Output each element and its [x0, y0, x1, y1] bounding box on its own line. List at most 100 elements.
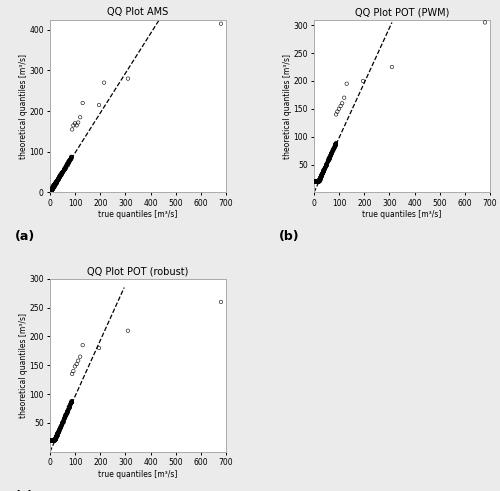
Point — [48, 186, 56, 194]
Point — [312, 177, 320, 185]
Point — [328, 148, 336, 156]
Point — [47, 187, 55, 194]
Point — [312, 177, 320, 185]
Point — [311, 177, 319, 185]
Point — [48, 436, 56, 444]
Point — [48, 436, 56, 444]
Point — [48, 185, 56, 192]
Point — [54, 176, 62, 184]
Point — [64, 160, 72, 168]
Point — [49, 436, 57, 444]
Point — [58, 171, 66, 179]
Point — [47, 187, 55, 194]
Point — [311, 177, 319, 185]
Point — [47, 436, 55, 444]
Point — [312, 177, 320, 185]
Point — [314, 177, 322, 185]
Point — [48, 436, 56, 444]
Point — [318, 170, 326, 178]
Point — [71, 362, 79, 370]
Point — [54, 174, 62, 182]
Point — [312, 177, 320, 185]
Point — [48, 186, 56, 193]
Point — [326, 152, 334, 160]
Point — [47, 436, 55, 444]
Point — [48, 436, 56, 444]
Point — [52, 180, 60, 188]
Point — [124, 327, 132, 335]
Point — [52, 179, 60, 187]
Point — [311, 177, 319, 185]
Point — [50, 183, 58, 191]
Point — [312, 177, 320, 185]
Point — [313, 177, 321, 185]
Point — [47, 436, 55, 444]
Point — [52, 179, 60, 187]
Point — [48, 436, 56, 444]
Point — [316, 176, 324, 184]
Point — [313, 177, 321, 185]
Point — [50, 181, 58, 189]
Point — [47, 436, 55, 444]
Point — [67, 399, 75, 407]
Point — [48, 187, 56, 195]
Point — [311, 177, 319, 185]
Point — [53, 177, 61, 185]
Point — [318, 172, 326, 180]
Point — [47, 436, 55, 444]
Point — [311, 177, 319, 185]
Point — [48, 436, 56, 444]
Point — [51, 436, 59, 444]
Point — [46, 436, 54, 444]
Point — [47, 436, 55, 444]
Point — [314, 177, 322, 185]
Point — [47, 187, 55, 195]
Point — [47, 436, 55, 444]
Point — [48, 436, 56, 444]
Point — [60, 418, 68, 426]
Point — [56, 423, 64, 431]
Point — [46, 187, 54, 194]
Point — [54, 428, 62, 436]
Point — [314, 177, 322, 185]
Point — [328, 148, 336, 156]
Point — [46, 436, 54, 444]
Point — [67, 399, 75, 407]
Point — [48, 187, 56, 195]
Point — [55, 428, 63, 436]
Point — [310, 177, 318, 185]
Point — [47, 436, 55, 444]
Point — [47, 187, 55, 194]
Point — [324, 155, 332, 163]
Point — [46, 188, 54, 195]
Point — [48, 184, 56, 192]
Point — [310, 177, 318, 185]
Point — [48, 436, 56, 444]
Point — [312, 177, 320, 185]
Point — [320, 166, 328, 174]
Point — [48, 436, 56, 444]
Point — [311, 177, 319, 185]
Point — [317, 173, 325, 181]
Point — [48, 436, 56, 444]
Point — [47, 436, 55, 444]
Point — [315, 177, 323, 185]
Point — [50, 182, 58, 190]
Point — [48, 436, 56, 444]
Point — [311, 177, 319, 185]
Point — [330, 145, 338, 153]
Point — [68, 398, 76, 406]
Point — [312, 177, 320, 185]
Point — [50, 436, 58, 444]
Point — [332, 139, 340, 147]
Point — [48, 436, 56, 444]
Point — [48, 436, 56, 444]
Point — [54, 174, 62, 182]
Point — [314, 177, 322, 185]
Point — [317, 171, 325, 179]
Point — [48, 436, 56, 444]
Point — [310, 177, 318, 185]
Point — [64, 408, 72, 416]
Point — [312, 177, 320, 185]
Point — [48, 436, 56, 444]
